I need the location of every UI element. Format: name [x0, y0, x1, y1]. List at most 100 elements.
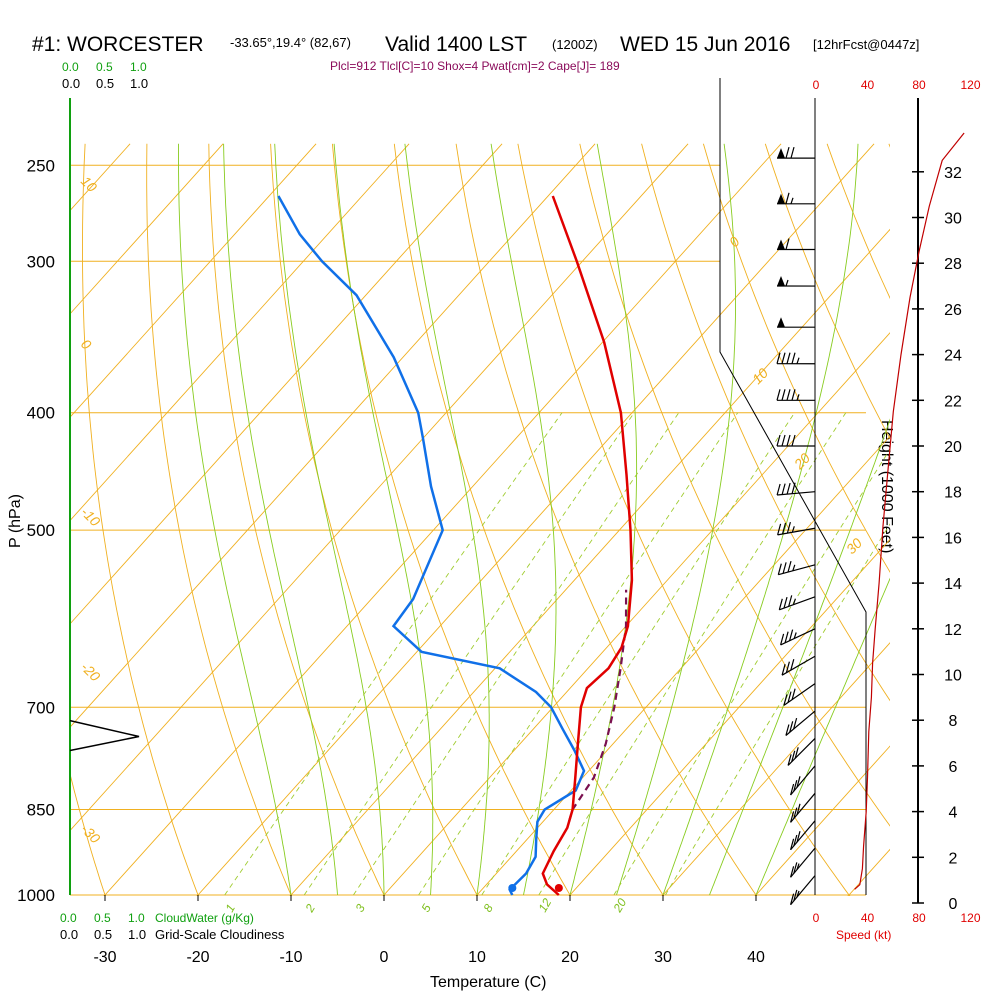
mixing-ratio-line [538, 412, 847, 896]
wind-barb-flag [791, 688, 796, 700]
wind-barb [776, 276, 816, 287]
wind-barb-flag [782, 562, 787, 574]
dry-adiabat-line [826, 143, 890, 300]
wind-barb-pennant [777, 239, 785, 250]
wind-barb-pennant [777, 276, 785, 286]
temperature-line [541, 195, 634, 896]
wind-barb-flag [793, 717, 798, 730]
wind-barb-flag [787, 691, 792, 703]
wind-barb-flag [784, 631, 789, 643]
wind-barb-halfflag [792, 564, 796, 571]
wind-barb [783, 683, 816, 706]
isotherm-line [382, 332, 890, 896]
wind-barb-flag [786, 521, 791, 534]
wind-barb-flag [793, 862, 798, 874]
moist-adiabat-line [490, 143, 557, 896]
wind-barb-flag [790, 893, 795, 905]
wind-barb-staff [777, 491, 816, 496]
height-tick-label: 14 [944, 576, 962, 593]
isotherm-line [70, 143, 503, 625]
x-tick-label: -30 [93, 949, 116, 966]
isotherm-label: 0 [78, 336, 95, 353]
wind-barb-staff [777, 527, 816, 536]
wind-barb-halfflag [796, 863, 800, 870]
mixing-ratio-line [353, 412, 680, 896]
dry-adiabat-line [702, 143, 890, 573]
wind-barb-flag [791, 434, 796, 447]
wind-barb [776, 434, 815, 447]
dry-adiabat-line [208, 143, 385, 896]
wind-barb-halfflag [796, 394, 800, 401]
right-panel: 0246810121416182022242628303200404080801… [776, 78, 981, 925]
pressure-tick-label: 700 [27, 698, 55, 717]
dry-adiabat-line [82, 143, 199, 896]
wind-barb-flag [790, 659, 795, 671]
wind-barb [776, 352, 816, 365]
speed-tick-label: 40 [861, 911, 875, 925]
isotherm-line [70, 143, 689, 832]
wind-barb [776, 192, 816, 205]
wind-barb-halfflag [796, 890, 800, 898]
dry-adiabat-label: 20 [790, 450, 813, 473]
wind-barb [776, 317, 816, 328]
cloudiness-tick: 1.0 [128, 927, 146, 942]
cloudiness-tick: 0.0 [62, 76, 80, 91]
wind-barb-flag [787, 560, 792, 573]
wind-barb-flag [788, 595, 793, 607]
isotherm-label: -20 [78, 659, 104, 685]
sounding-profiles [69, 195, 634, 896]
cloudwater-tick: 0.0 [60, 911, 77, 925]
cloudiness-tick: 0.0 [60, 927, 78, 942]
wind-barb-flag [776, 483, 781, 496]
speed-tick-label: 80 [912, 78, 926, 92]
dry-adiabat-line [331, 143, 572, 896]
isotherm-line [754, 745, 890, 896]
speed-axis-title: Speed (kt) [836, 928, 891, 942]
wind-barb-flag [781, 664, 786, 676]
wind-barb-flag [791, 352, 796, 364]
wind-barb-flag [780, 633, 785, 646]
forecast-run: [12hrFcst@0447z] [813, 37, 919, 52]
wind-barb-staff [779, 596, 816, 611]
wind-barb-flag [796, 803, 801, 815]
x-tick-label: 10 [468, 949, 486, 966]
wind-barb-pennant [777, 317, 785, 328]
wind-barb-flag [776, 352, 781, 364]
wind-barb [776, 146, 816, 159]
wind-barb [790, 875, 816, 906]
pressure-tick-label: 300 [27, 252, 55, 271]
cloudwater-tick: 0.5 [96, 60, 113, 74]
height-tick-label: 16 [944, 530, 962, 547]
wind-barb-flag [796, 776, 801, 788]
isotherm-line [70, 143, 224, 315]
pressure-tick-label: 850 [27, 800, 55, 819]
isotherm-line [289, 228, 890, 896]
mixing-ratio-label: 2 [302, 901, 318, 915]
mixing-ratio-line [665, 523, 890, 896]
height-tick-label: 8 [949, 713, 958, 730]
wind-barb [781, 655, 816, 676]
wind-barb-staff [785, 710, 816, 736]
wind-barb [776, 482, 816, 496]
cloudwater-tick: 1.0 [128, 911, 145, 925]
moist-adiabat-line [755, 577, 890, 896]
wind-barb-flag [790, 811, 795, 823]
wind-barb-pennant [777, 148, 785, 159]
isotherm-line [70, 143, 317, 418]
wind-barb-staff [781, 655, 816, 676]
dry-adiabat-line [270, 143, 479, 896]
wind-barb-flag [786, 389, 791, 401]
pressure-tick-label: 400 [27, 404, 55, 423]
background-grid [70, 143, 890, 896]
sounding-stats: Plcl=912 Tlcl[C]=10 Shox=4 Pwat[cm]=2 Ca… [330, 59, 620, 73]
dry-adiabat-line [455, 143, 758, 896]
wind-barb [787, 738, 816, 766]
mixing-ratio-line [613, 448, 890, 896]
wind-barb-flag [785, 192, 790, 204]
isotherm-line [196, 143, 875, 896]
mixing-ratio-label: 5 [418, 901, 434, 914]
domain-edge-line [719, 78, 867, 895]
wind-barb-flag [783, 694, 788, 706]
cloudiness-tick: 0.5 [96, 76, 114, 91]
cloudiness-tick: 0.5 [94, 927, 112, 942]
